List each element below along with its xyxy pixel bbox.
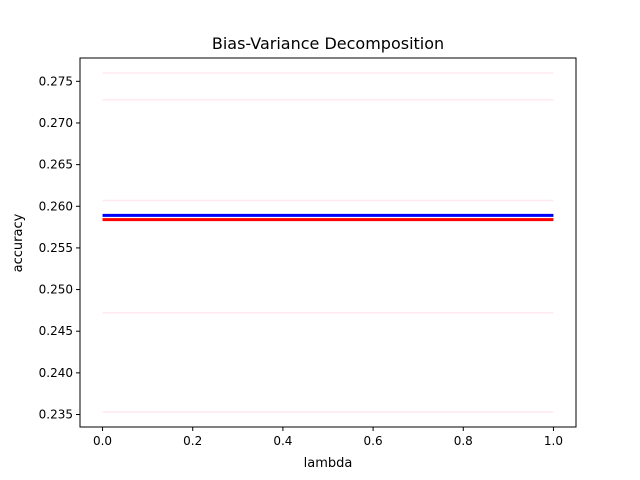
y-tick-label: 0.265 <box>39 158 73 172</box>
series-layer <box>103 73 554 412</box>
y-tick-label: 0.275 <box>39 74 73 88</box>
y-tick-label: 0.260 <box>39 199 73 213</box>
chart-title: Bias-Variance Decomposition <box>212 34 444 53</box>
y-tick-label: 0.250 <box>39 283 73 297</box>
y-tick-label: 0.245 <box>39 324 73 338</box>
y-tick-label: 0.255 <box>39 241 73 255</box>
x-tick-label: 1.0 <box>544 434 563 448</box>
x-axis-label: lambda <box>304 456 353 471</box>
y-tick-label: 0.235 <box>39 408 73 422</box>
y-axis: 0.235 0.240 0.245 0.250 0.255 0.260 0.265 0.270… <box>39 74 80 421</box>
x-tick-label: 0.8 <box>454 434 473 448</box>
x-axis: 0.0 0.2 0.4 0.6 0.8 1.0 <box>93 427 563 448</box>
y-tick-label: 0.270 <box>39 116 73 130</box>
x-tick-label: 0.6 <box>364 434 383 448</box>
x-tick-label: 0.4 <box>273 434 292 448</box>
y-axis-label: accuracy <box>11 213 26 272</box>
x-tick-label: 0.2 <box>183 434 202 448</box>
plot-frame <box>80 58 576 427</box>
x-tick-label: 0.0 <box>93 434 112 448</box>
y-tick-label: 0.240 <box>39 366 73 380</box>
